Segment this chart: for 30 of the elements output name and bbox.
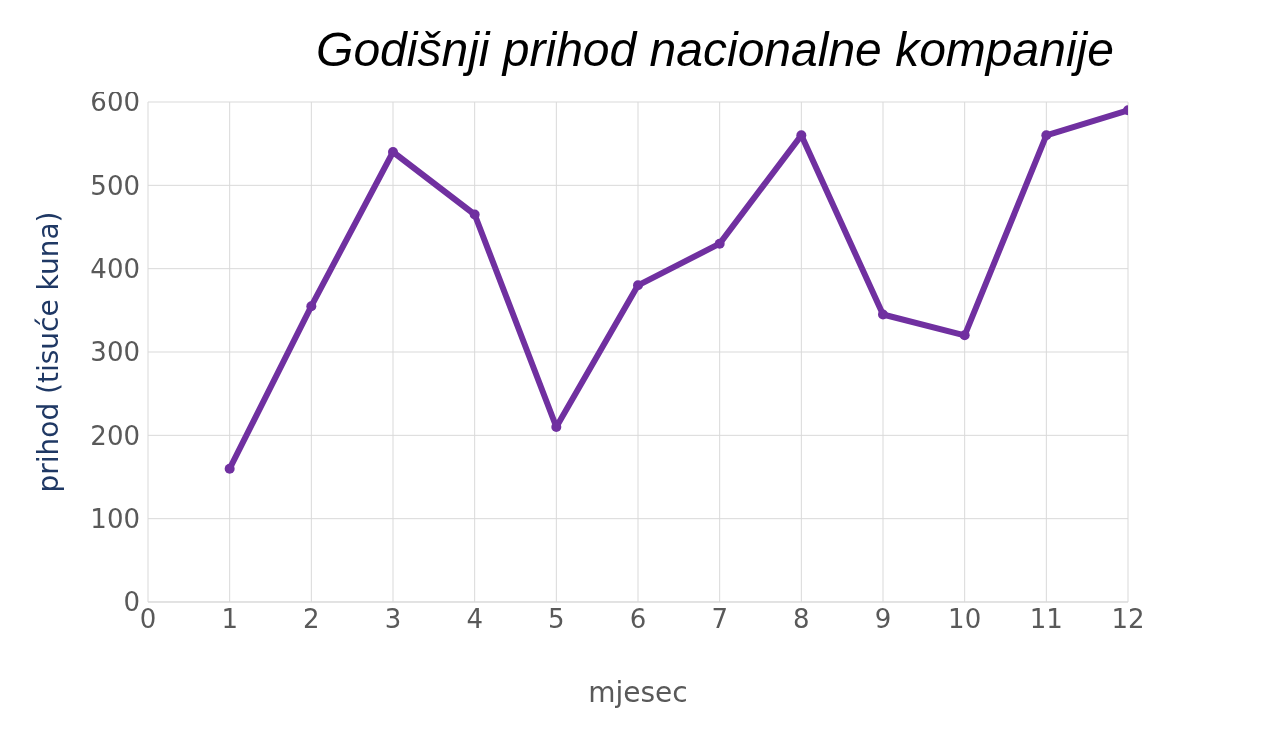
x-axis-title: mjesec: [588, 676, 688, 709]
x-tick-label: 7: [711, 604, 728, 635]
y-tick-label: 200: [90, 420, 140, 451]
y-tick-label: 400: [90, 253, 140, 284]
point: [388, 147, 398, 157]
y-tick-label: 100: [90, 503, 140, 534]
point: [878, 309, 888, 320]
x-tick-label: 4: [466, 604, 483, 635]
point: [1041, 130, 1052, 141]
x-tick-label: 11: [1029, 604, 1063, 635]
x-tick-label: 3: [384, 604, 402, 635]
point: [959, 330, 970, 341]
point: [633, 280, 643, 291]
y-axis-title: prihod (tisuće kuna): [31, 211, 65, 493]
x-tick-label: 10: [948, 604, 982, 635]
x-tick-label: 2: [303, 604, 320, 635]
x-tick-label: 6: [629, 604, 647, 635]
chart-title: Godišnji prihod nacionalne kompanije: [316, 23, 1114, 76]
x-tick-label: 12: [1111, 604, 1145, 635]
x-tick-label: 9: [874, 604, 892, 635]
y-tick-label: 300: [90, 337, 140, 368]
y-tick-label: 600: [90, 87, 140, 118]
x-tick-label: 1: [221, 604, 238, 635]
x-tick-label: 5: [548, 604, 565, 635]
point: [714, 238, 725, 249]
point: [224, 463, 235, 474]
point: [469, 209, 480, 220]
y-tick-label: 500: [90, 170, 140, 201]
x-tick-label: 8: [793, 604, 810, 635]
point: [306, 301, 317, 312]
